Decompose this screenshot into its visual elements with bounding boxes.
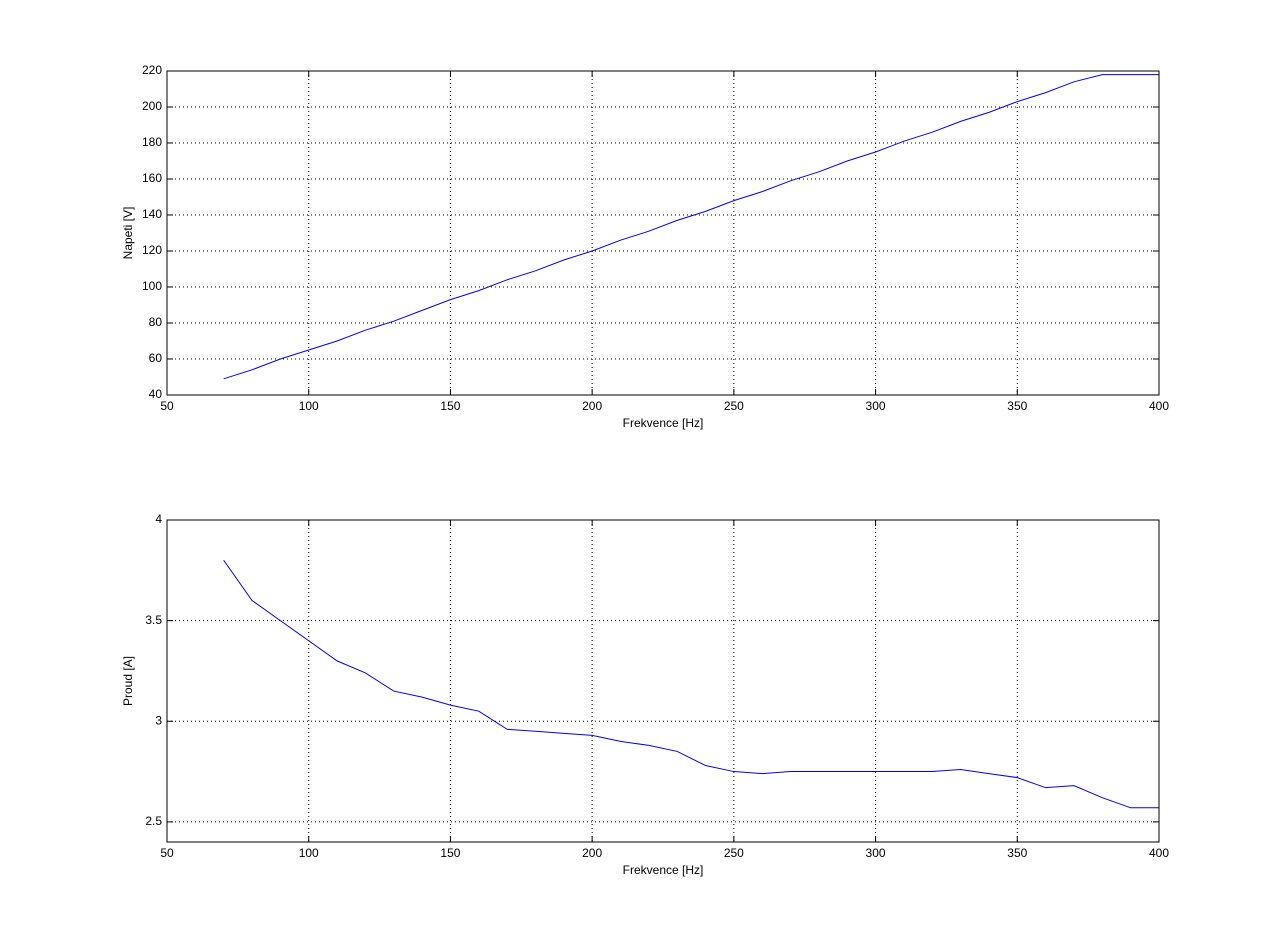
x-tick-label: 250 [724,399,744,413]
y-tick-label: 160 [142,171,162,185]
y-tick-label: 180 [142,135,162,149]
y-tick-label: 60 [149,351,163,365]
y-tick-label: 80 [149,315,163,329]
x-axis-label: Frekvence [Hz] [623,863,704,877]
plot-area [167,71,1159,395]
x-tick-label: 50 [160,846,174,860]
y-tick-label: 200 [142,99,162,113]
x-tick-label: 350 [1007,846,1027,860]
y-tick-label: 120 [142,243,162,257]
axes-box [166,70,1160,396]
y-tick-label: 3 [155,713,162,727]
y-tick-label: 2.5 [145,814,162,828]
x-tick-label: 250 [724,846,744,860]
x-tick-label: 300 [866,399,886,413]
y-axis-label: Proud [A] [121,656,135,706]
y-tick-label: 3.5 [145,613,162,627]
y-tick-label: 4 [155,512,162,526]
x-tick-label: 200 [582,846,602,860]
y-tick-label: 220 [142,63,162,77]
x-tick-label: 150 [440,399,460,413]
x-tick-label: 200 [582,399,602,413]
x-tick-label: 100 [299,399,319,413]
x-tick-label: 400 [1149,399,1169,413]
x-tick-label: 150 [440,846,460,860]
x-axis-label: Frekvence [Hz] [623,416,704,430]
x-tick-label: 300 [866,846,886,860]
axes-box [166,519,1160,843]
data-line [223,74,1159,380]
x-tick-label: 100 [299,846,319,860]
x-tick-label: 350 [1007,399,1027,413]
y-tick-label: 40 [149,387,163,401]
plot-area [167,520,1159,842]
y-tick-label: 140 [142,207,162,221]
y-axis-label: Napeti [V] [121,207,135,260]
data-line [223,559,1159,809]
x-tick-label: 50 [160,399,174,413]
x-tick-label: 400 [1149,846,1169,860]
y-tick-label: 100 [142,279,162,293]
